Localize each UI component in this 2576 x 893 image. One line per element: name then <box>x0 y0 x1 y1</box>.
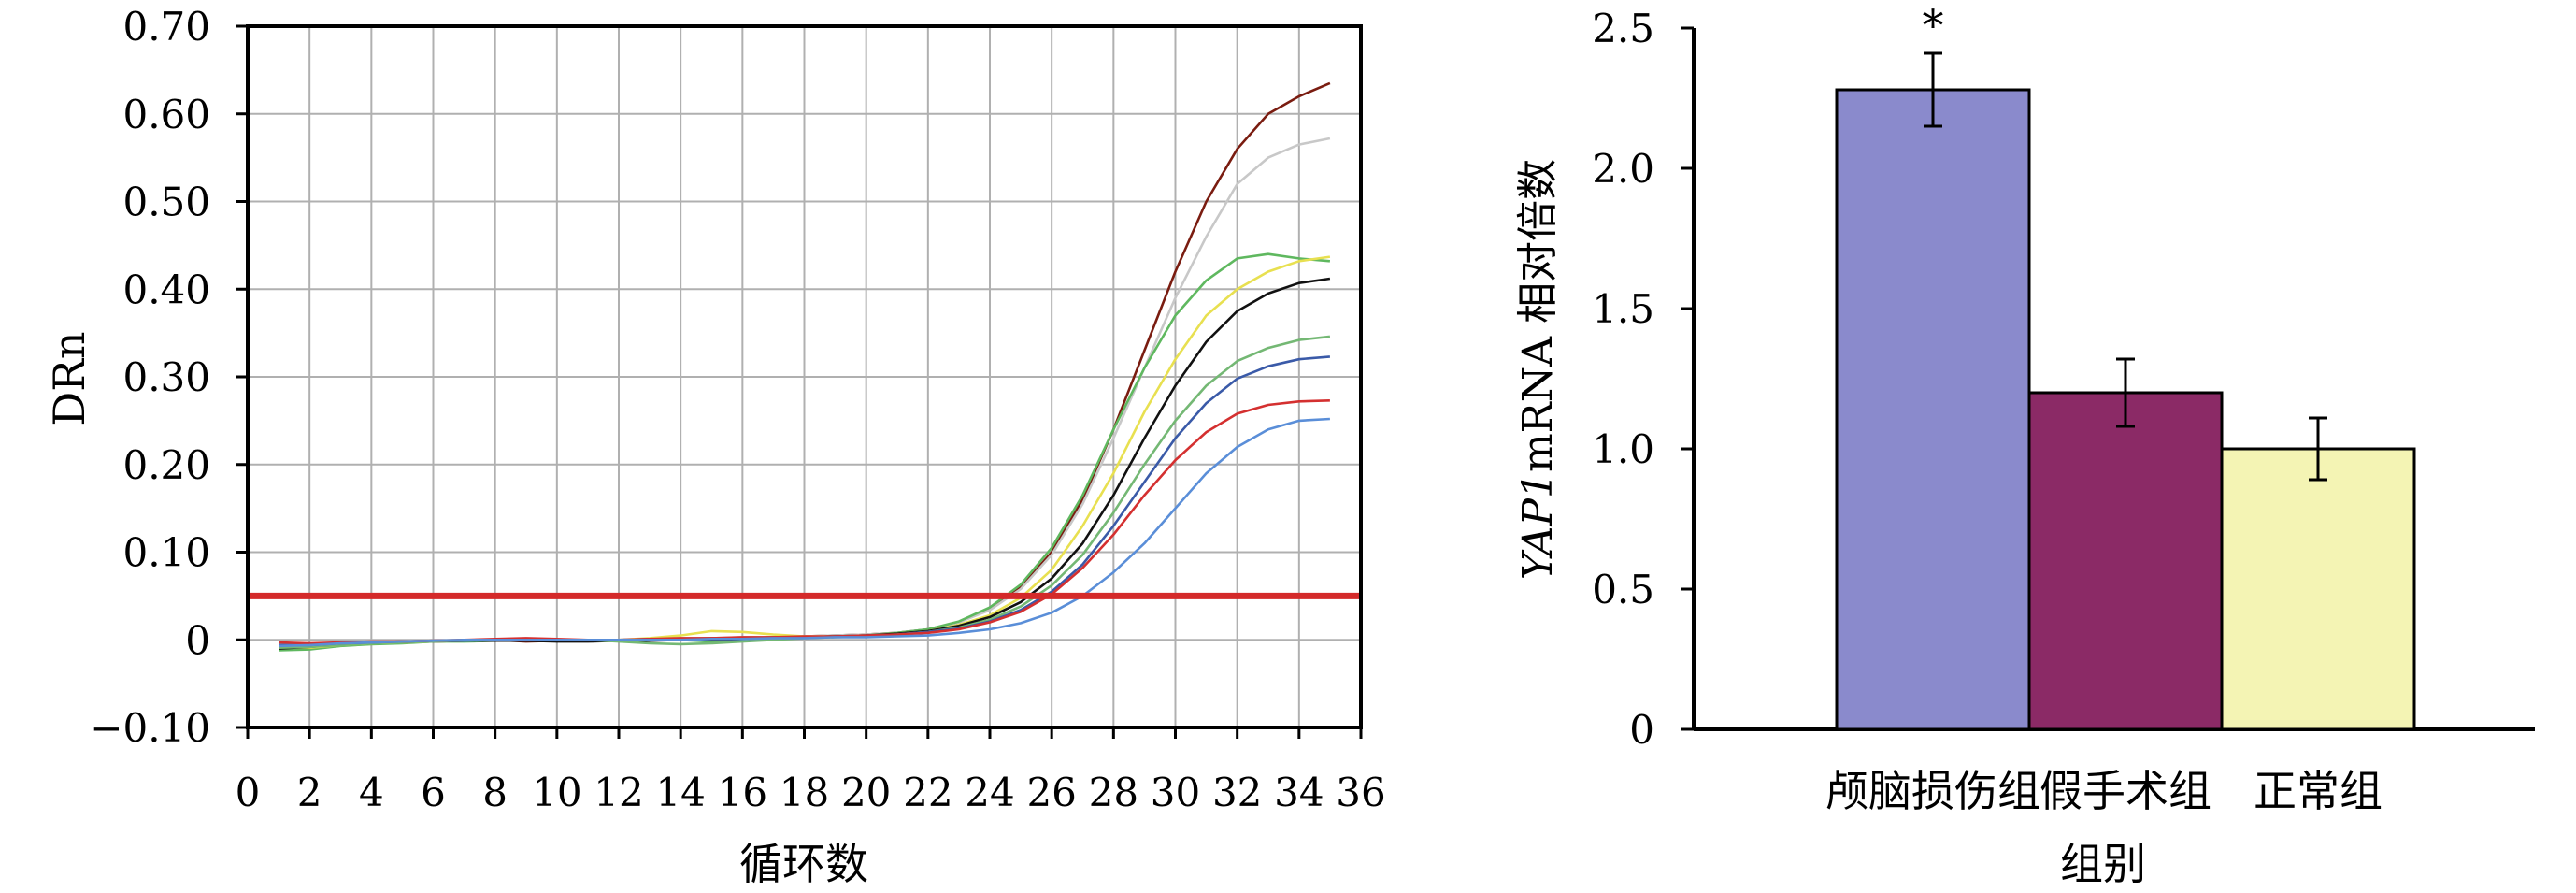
x-tick-label: 34 <box>1274 770 1324 815</box>
y-tick-label: 0.40 <box>122 266 210 312</box>
x-tick-label: 20 <box>841 770 891 815</box>
y-tick-labels: −0.10 0 0.10 0.20 0.30 0.40 0.50 0.60 0.70 <box>90 4 210 751</box>
y-axis-label: YAP1mRNA 相对倍数 <box>1514 159 1562 580</box>
y-tick-label: −0.10 <box>90 705 210 751</box>
y-axis-label-gene: YAP1 <box>1514 472 1562 580</box>
x-tick-label: 4 <box>359 770 384 815</box>
y-tick-label: 0.60 <box>122 92 210 137</box>
relative-expression-bar-chart: 0 0.5 1.0 1.5 2.0 2.5 颅脑损伤组 假手术组 正常组 * 组别 YAP1m… <box>1514 0 2535 889</box>
y-tick-labels: 0 0.5 1.0 1.5 2.0 2.5 <box>1592 6 1654 753</box>
x-tick-label: 24 <box>965 770 1014 815</box>
plot-frame <box>236 24 1363 739</box>
amplification-line-chart: 0 2 4 6 8 10 12 14 16 18 20 22 24 26 28 30 32 34 36 −0.100… <box>44 4 1386 889</box>
y-tick-label: 2.5 <box>1592 6 1654 51</box>
category-labels: 颅脑损伤组 假手术组 正常组 <box>1825 766 2383 816</box>
x-tick-label: 28 <box>1089 770 1138 815</box>
x-tick-label: 16 <box>718 770 767 815</box>
x-tick-label: 30 <box>1151 770 1200 815</box>
bar-2 <box>2027 391 2224 731</box>
x-tick-label: 32 <box>1212 770 1262 815</box>
x-tick-label: 2 <box>297 770 322 815</box>
x-tick-label: 6 <box>421 770 446 815</box>
x-tick-label: 36 <box>1336 770 1385 815</box>
x-tick-label: 26 <box>1026 770 1076 815</box>
x-tick-label: 22 <box>903 770 952 815</box>
y-tick-label: 0.30 <box>122 354 210 400</box>
category-label: 假手术组 <box>2039 766 2211 816</box>
x-tick-labels: 0 2 4 6 8 10 12 14 16 18 20 22 24 26 28 30 32 34 36 <box>236 770 1386 815</box>
significance-annotations: * <box>1923 0 1944 50</box>
x-tick-label: 0 <box>236 770 261 815</box>
x-tick-label: 18 <box>780 770 829 815</box>
bar-3 <box>2220 447 2416 731</box>
y-axis-label: DRn <box>44 331 94 425</box>
amplification-curves <box>279 81 1331 652</box>
category-label: 颅脑损伤组 <box>1825 766 2040 816</box>
y-tick-label: 1.0 <box>1592 426 1654 472</box>
significance-marker: * <box>1923 0 1944 50</box>
y-tick-label: 0.10 <box>122 530 210 576</box>
category-label: 正常组 <box>2254 766 2383 816</box>
y-tick-label: 0.70 <box>122 4 210 50</box>
x-tick-label: 10 <box>532 770 581 815</box>
x-axis-label: 循环数 <box>739 839 868 889</box>
y-tick-label: 0.5 <box>1592 567 1654 612</box>
y-tick-label: 0.50 <box>122 180 210 225</box>
x-tick-label: 12 <box>594 770 643 815</box>
y-tick-label: 0 <box>1629 707 1654 753</box>
y-tick-label: 2.0 <box>1592 146 1654 192</box>
error-bars <box>1924 51 2327 482</box>
y-tick-label: 1.5 <box>1592 286 1654 332</box>
x-tick-label: 8 <box>482 770 508 815</box>
y-tick-label: 0.20 <box>122 442 210 488</box>
bar-1 <box>1835 88 2031 731</box>
grid-lines <box>247 25 1362 728</box>
y-axis-label-rest: mRNA 相对倍数 <box>1514 159 1562 472</box>
y-tick-label: 0 <box>185 617 210 663</box>
x-axis-label: 组别 <box>2060 839 2146 889</box>
amplification-curve-9 <box>279 417 1330 648</box>
x-tick-label: 14 <box>655 770 705 815</box>
